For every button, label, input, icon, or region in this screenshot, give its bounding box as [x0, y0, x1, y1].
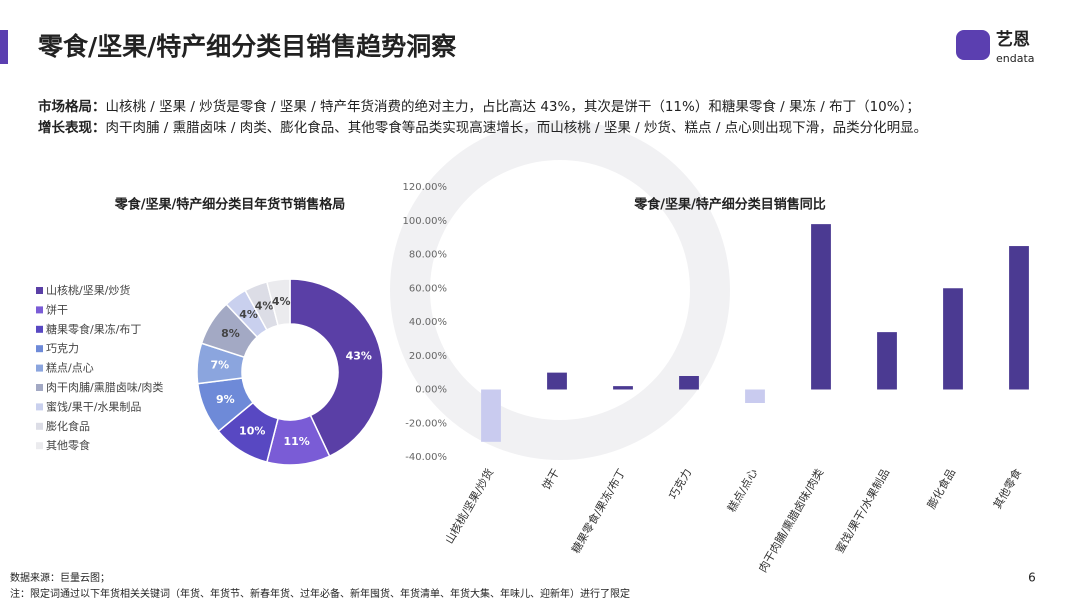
footer-note: 注：限定词通过以下年货相关关键词（年货、年货节、新春年货、过年必备、新年囤货、年…	[10, 587, 630, 600]
legend-swatch	[36, 422, 43, 430]
bar	[1009, 246, 1029, 390]
bar	[877, 332, 897, 390]
summary-line: 市场格局：山核桃 / 坚果 / 炒货是零食 / 坚果 / 特产年货消费的绝对主力…	[38, 98, 920, 115]
y-tick-label: 60.00%	[409, 283, 447, 294]
legend-label: 巧克力	[46, 342, 79, 355]
data-label: 10%	[239, 425, 265, 438]
legend-swatch	[36, 442, 43, 450]
legend-swatch	[36, 403, 43, 411]
data-label: 43%	[346, 350, 372, 363]
bar	[943, 288, 963, 390]
legend-label: 饼干	[46, 302, 68, 316]
bar	[811, 224, 831, 390]
y-tick-label: 0.00%	[415, 385, 447, 396]
legend-swatch	[36, 384, 43, 391]
y-tick-label: 100.00%	[403, 216, 448, 227]
chart-title: 零食/坚果/特产细分类目销售同比	[633, 197, 826, 213]
pie-slice	[289, 278, 384, 458]
bar	[547, 372, 567, 390]
summary-text: 山核桃 / 坚果 / 炒货是零食 / 坚果 / 特产年货消费的绝对主力，占比高达…	[106, 98, 920, 115]
legend-swatch	[36, 364, 43, 372]
y-tick-label: -20.00%	[405, 418, 447, 429]
legend-label: 蜜饯/果干/水果制品	[46, 399, 141, 413]
legend-swatch	[36, 345, 43, 353]
bar	[745, 389, 765, 403]
bar	[613, 386, 633, 390]
logo-sub: endata	[996, 52, 1035, 65]
legend-label: 糕点/点心	[46, 361, 94, 375]
data-label: 9%	[216, 393, 235, 406]
logo-mark	[956, 30, 990, 60]
data-label: 11%	[283, 435, 309, 448]
y-tick-label: 80.00%	[409, 250, 447, 261]
summary-label: 市场格局：	[38, 98, 106, 115]
data-label: 4%	[255, 299, 274, 312]
pie-slice	[265, 278, 291, 327]
legend-swatch	[36, 325, 43, 333]
slide-title: 零食/坚果/特产细分类目销售趋势洞察	[37, 32, 457, 61]
y-tick-label: 40.00%	[409, 317, 447, 328]
data-label: 4%	[272, 295, 291, 308]
page-number: 6	[1028, 571, 1036, 585]
data-label: 7%	[210, 358, 229, 371]
bar	[481, 389, 501, 442]
legend-swatch	[36, 306, 43, 314]
y-tick-label: 120.00%	[403, 182, 448, 193]
legend-swatch	[36, 287, 43, 294]
legend-label: 糖果零食/果冻/布丁	[46, 322, 141, 336]
y-tick-label: 20.00%	[409, 351, 447, 362]
logo-text: 艺恩	[996, 29, 1030, 50]
legend-label: 其他零食	[46, 438, 90, 452]
watermark	[390, 120, 730, 460]
bar	[679, 376, 699, 390]
legend-label: 山核桃/坚果/炒货	[46, 283, 130, 297]
data-label: 4%	[239, 308, 258, 321]
summary-text: 肉干肉脯 / 熏腊卤味 / 肉类、膨化食品、其他零食等品类实现高速增长，而山核桃…	[106, 119, 928, 136]
summary-line: 增长表现：肉干肉脯 / 熏腊卤味 / 肉类、膨化食品、其他零食等品类实现高速增长…	[38, 119, 927, 136]
summary-label: 增长表现：	[38, 119, 106, 136]
y-tick-label: -40.00%	[405, 452, 447, 463]
title-accent	[0, 30, 8, 64]
chart-title: 零食/坚果/特产细分类目年货节销售格局	[114, 197, 346, 213]
data-label: 8%	[221, 327, 240, 340]
legend-label: 膨化食品	[46, 419, 90, 433]
footer-source: 数据来源：巨量云图；	[10, 571, 110, 584]
legend-label: 肉干肉脯/熏腊卤味/肉类	[46, 380, 163, 394]
